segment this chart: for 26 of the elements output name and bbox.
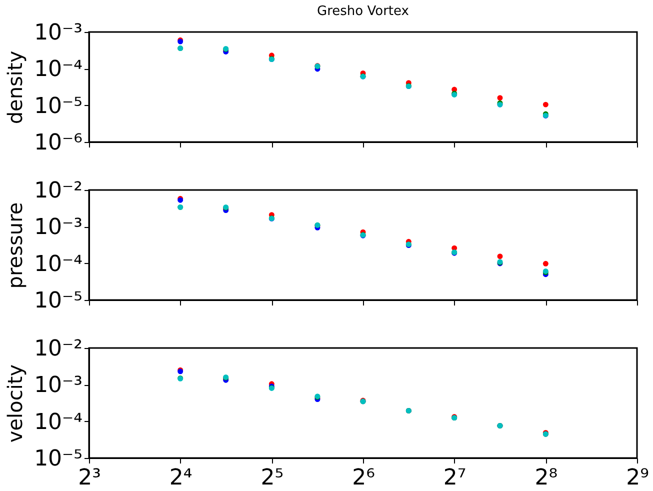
- y-axis-title: pressure: [3, 202, 28, 289]
- point: [542, 260, 548, 266]
- point: [497, 254, 503, 260]
- y-tick-label: 10⁻³: [34, 215, 82, 240]
- x-tick-label: 2³: [78, 466, 101, 490]
- y-axis-title: density: [3, 50, 28, 124]
- chart-title: Gresho Vortex: [317, 4, 410, 19]
- y-tick-label: 10⁻⁵: [34, 94, 82, 119]
- point: [497, 95, 503, 101]
- x-tick-label: 2⁶: [352, 466, 376, 490]
- y-tick-label: 10⁻⁴: [34, 57, 83, 82]
- y-tick-label: 10⁻⁶: [34, 130, 83, 156]
- y-tick-label: 10⁻⁴: [34, 410, 83, 435]
- y-tick-label: 10⁻³: [34, 373, 82, 398]
- y-tick-label: 10⁻³: [34, 20, 82, 46]
- x-tick-label: 2⁸: [534, 466, 558, 490]
- y-tick-label: 10⁻⁵: [34, 288, 82, 314]
- x-tick-label: 2⁷: [443, 466, 466, 490]
- y-tick-label: 10⁻⁴: [34, 252, 83, 277]
- point: [542, 102, 548, 108]
- x-tick-label: 2⁵: [260, 466, 284, 490]
- x-tick-label: 2⁹: [626, 466, 649, 490]
- y-tick-label: 10⁻²: [34, 336, 82, 362]
- y-tick-label: 10⁻²: [34, 178, 82, 204]
- y-axis-title: velocity: [3, 364, 28, 443]
- x-tick-label: 2⁴: [169, 466, 192, 490]
